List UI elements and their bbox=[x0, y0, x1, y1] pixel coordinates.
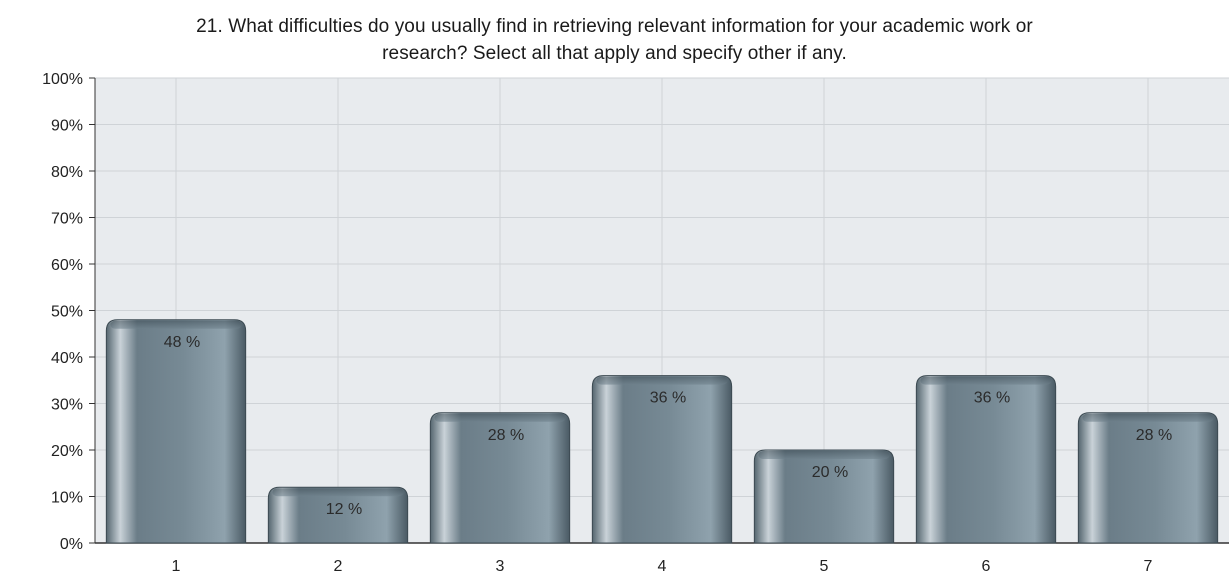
bar-top-cap bbox=[758, 451, 890, 459]
x-tick-label: 2 bbox=[334, 558, 343, 575]
bar-value-label: 36 % bbox=[974, 390, 1010, 407]
y-tick-label: 90% bbox=[51, 118, 83, 135]
x-tick-label: 1 bbox=[172, 558, 181, 575]
y-tick-label: 50% bbox=[51, 304, 83, 321]
bar bbox=[591, 375, 733, 544]
x-tick-label: 7 bbox=[1144, 558, 1153, 575]
y-tick-label: 20% bbox=[51, 443, 83, 460]
bar-value-label: 12 % bbox=[326, 501, 362, 518]
bar-value-label: 20 % bbox=[812, 464, 848, 481]
bar bbox=[267, 486, 409, 544]
bar-top-cap bbox=[596, 376, 728, 385]
chart-title-line-1: 21. What difficulties do you usually fin… bbox=[196, 16, 1033, 37]
y-tick-label: 10% bbox=[51, 490, 83, 507]
y-tick-label: 100% bbox=[42, 71, 83, 88]
bar-top-cap bbox=[1082, 413, 1214, 422]
bar-value-label: 48 % bbox=[164, 334, 200, 351]
y-tick-label: 60% bbox=[51, 257, 83, 274]
bar-value-label: 36 % bbox=[650, 390, 686, 407]
bar bbox=[105, 319, 247, 544]
bar-value-label: 28 % bbox=[1136, 427, 1172, 444]
chart-title-line-2: research? Select all that apply and spec… bbox=[382, 43, 847, 64]
y-tick-label: 80% bbox=[51, 164, 83, 181]
x-tick-label: 4 bbox=[658, 558, 667, 575]
x-tick-label: 6 bbox=[982, 558, 991, 575]
bar bbox=[429, 412, 571, 544]
x-tick-label: 5 bbox=[820, 558, 829, 575]
bar bbox=[915, 375, 1057, 544]
bar-top-cap bbox=[110, 320, 242, 329]
bar bbox=[753, 449, 895, 544]
y-tick-label: 70% bbox=[51, 211, 83, 228]
bar bbox=[1077, 412, 1219, 544]
bar-top-cap bbox=[920, 376, 1052, 385]
y-tick-label: 0% bbox=[60, 536, 83, 553]
y-tick-label: 30% bbox=[51, 397, 83, 414]
bar-top-cap bbox=[434, 413, 566, 422]
bar-value-label: 28 % bbox=[488, 427, 524, 444]
x-tick-label: 3 bbox=[496, 558, 505, 575]
bar-top-cap bbox=[272, 488, 404, 497]
y-tick-label: 40% bbox=[51, 350, 83, 367]
